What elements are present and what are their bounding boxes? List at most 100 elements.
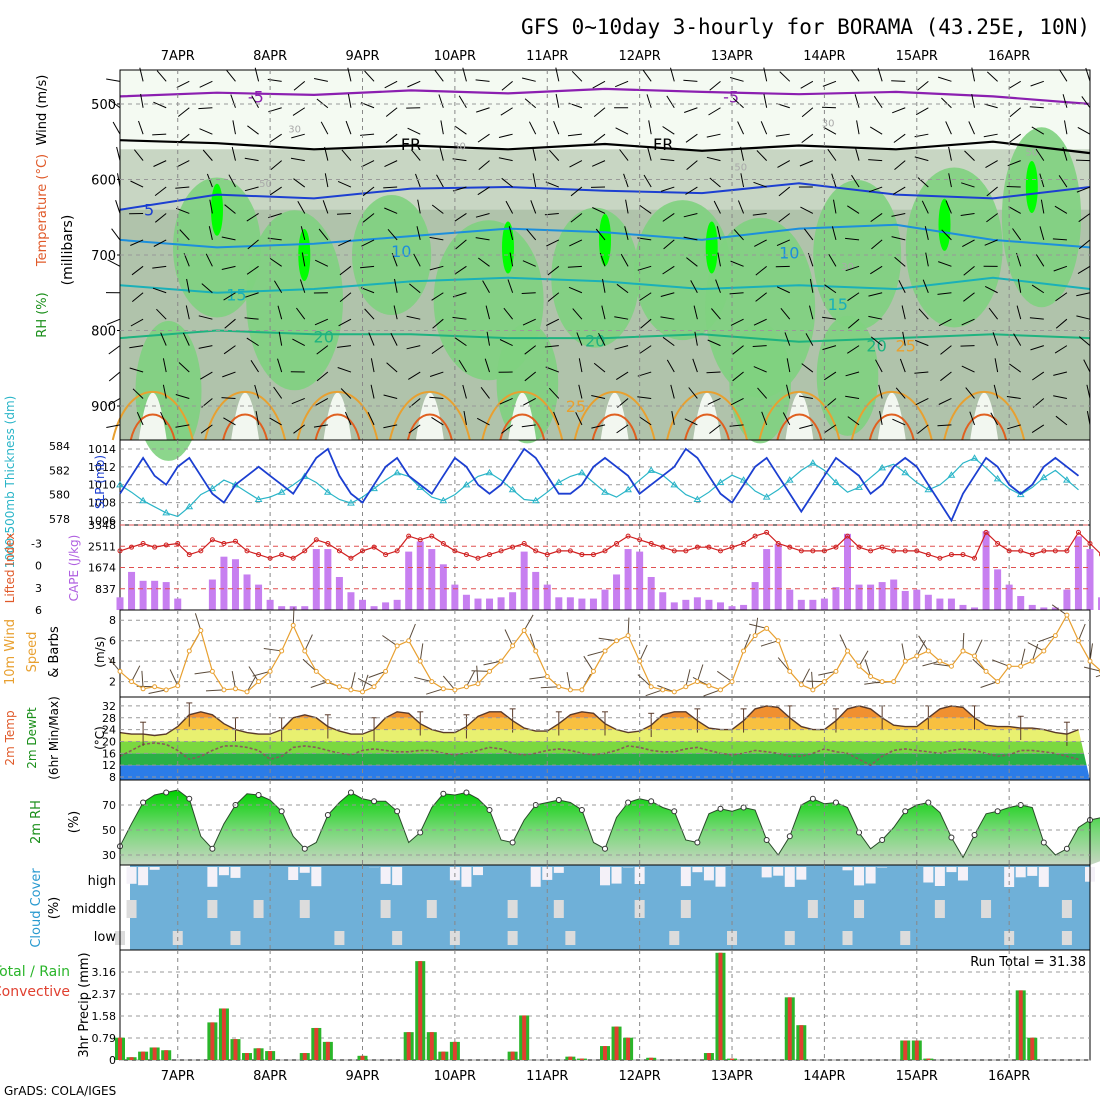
surface-wind-barb (419, 643, 424, 662)
thickness-point (647, 466, 656, 473)
wind-barb (108, 98, 121, 109)
wind-barb (130, 318, 144, 327)
wind-barb (1008, 206, 1021, 214)
wind-barb (963, 265, 975, 276)
wind-barb (112, 121, 121, 135)
wind-barb (206, 173, 213, 188)
rh-point (925, 799, 932, 806)
wind-barb (431, 345, 444, 355)
wind-barb (684, 418, 698, 426)
wind-speed-point (567, 687, 573, 693)
wind-barb (244, 317, 259, 320)
cape-bar (208, 579, 216, 610)
cape-bar (266, 599, 274, 610)
wind-barb (318, 228, 329, 241)
wind-barb (175, 394, 190, 399)
cloud-cell-high (380, 867, 391, 884)
wind-barb (753, 181, 767, 188)
wind-barb (486, 331, 491, 346)
wind-speed-point (417, 658, 423, 664)
wind-barb (364, 308, 375, 320)
wind-barb (938, 261, 952, 267)
lifted-index-point (279, 552, 285, 558)
wind-barb (847, 205, 860, 214)
wind-barb (592, 80, 606, 89)
wind-barb (760, 121, 768, 135)
cloud-cell-high (715, 867, 726, 887)
pressure-tick-label: 900 (91, 400, 116, 415)
wind-barb (277, 305, 283, 320)
surface-wind-barb (639, 644, 648, 662)
wind-barb (482, 280, 490, 294)
wind-barb (899, 358, 906, 373)
surface-wind-barb (717, 670, 733, 683)
precip-convective-bar (245, 1053, 250, 1060)
wind-speed-point (683, 684, 689, 690)
precip-convective-bar (429, 1032, 434, 1060)
wind-barb (614, 316, 629, 320)
rh-point (717, 805, 724, 812)
cape-bar (462, 594, 470, 610)
wind-barb (964, 150, 975, 161)
wind-barb (347, 93, 352, 108)
wind-barb (532, 146, 537, 161)
wind-barb (454, 337, 467, 347)
wind-barb (290, 157, 305, 162)
wind-barb (592, 207, 606, 214)
wind-barb (299, 279, 306, 293)
rh-dry-plume (508, 392, 537, 440)
cape-bar (139, 580, 147, 610)
wind-barb (131, 292, 144, 302)
wind-speed-point (198, 627, 204, 633)
wind-barb (591, 424, 606, 429)
wind-barb (387, 228, 398, 241)
wind-barb (463, 411, 467, 425)
wind-speed-point (487, 668, 493, 674)
cloud-level-middle: middle (72, 902, 116, 917)
wind-barb (879, 411, 883, 425)
wind-barb (532, 173, 537, 188)
rh-point (324, 812, 331, 818)
wind-speed-point (960, 648, 966, 654)
wind-barb (198, 107, 213, 110)
rh2m-axis-label: 2m RH (29, 800, 44, 844)
temperature-band (120, 741, 1090, 754)
cloud-cell-middle (807, 900, 818, 918)
lifted-index-point (937, 555, 943, 561)
wind-barb (521, 292, 536, 294)
wind-barb (507, 279, 514, 293)
lifted-index-point (152, 544, 158, 550)
wind-speed-point (833, 668, 839, 674)
cape-bar (1063, 589, 1071, 610)
wind-barb (454, 213, 467, 222)
pressure-axis-label: (millibars) (60, 215, 76, 286)
wind-barb (1030, 345, 1044, 351)
wind-barb (917, 424, 929, 434)
surface-wind-barb (974, 639, 983, 657)
surface-wind-barb (523, 614, 534, 631)
wind-barb (431, 204, 444, 214)
wind-barb (244, 157, 259, 162)
wind-barb (683, 79, 698, 82)
temperature-units: (°C) (93, 726, 107, 750)
wind-barb (160, 411, 167, 426)
wind-barb (827, 148, 837, 161)
cloud-cell-middle (126, 900, 137, 918)
cloud-cell-low (392, 931, 403, 945)
wind-barb (637, 265, 652, 271)
wind-barb (938, 318, 952, 327)
wind-barb (313, 78, 328, 82)
wind-barb (411, 149, 421, 161)
date-label-top: 10APR (434, 49, 476, 64)
wind-barb (501, 177, 513, 188)
lifted-index-point (810, 548, 816, 554)
wind-barb (984, 239, 998, 246)
cloud-cell-low (230, 931, 241, 945)
rh-point (301, 845, 308, 852)
wind-barb (646, 94, 652, 108)
surface-wind-barb (426, 688, 444, 695)
lifted-index-point (533, 548, 539, 554)
wind-barb (247, 239, 259, 250)
wind-barb (828, 254, 837, 267)
